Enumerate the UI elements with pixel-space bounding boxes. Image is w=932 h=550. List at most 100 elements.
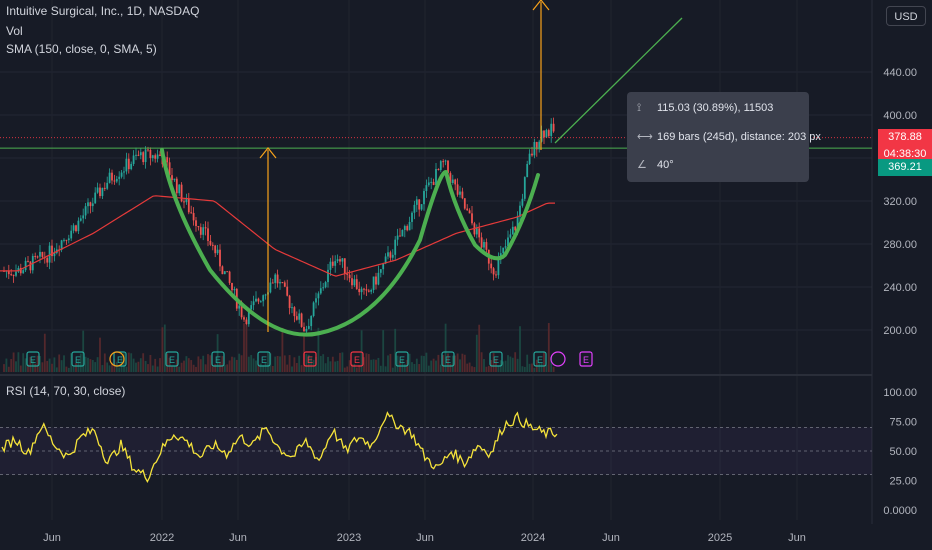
volume-bar (427, 365, 430, 372)
volume-bar (149, 354, 152, 372)
volume-bar (171, 365, 173, 372)
volume-bar (415, 358, 418, 372)
countdown-badge: 04:38:30 (878, 146, 932, 163)
candle-body (233, 288, 236, 291)
candle-body (118, 176, 121, 179)
candle-body (418, 199, 421, 210)
volume-bar (365, 353, 368, 372)
candle-body (168, 162, 171, 176)
candle-body (36, 256, 39, 258)
sma-legend[interactable]: SMA (150, close, 0, SMA, 5) (6, 42, 157, 56)
volume-bar (430, 360, 433, 372)
candle-body (283, 282, 286, 287)
volume-bar (226, 364, 229, 372)
candle-body (108, 172, 111, 183)
candle-body (329, 261, 332, 270)
volume-bar (183, 360, 185, 372)
candle-body (281, 282, 284, 284)
earnings-marker-letter: E (169, 355, 175, 365)
earnings-marker (71, 351, 85, 367)
candle-body (257, 298, 260, 302)
candle-body (425, 185, 428, 192)
candle-body (245, 319, 248, 325)
candle-body (115, 178, 118, 182)
volume-bar (387, 355, 389, 372)
candle-body (27, 260, 29, 262)
volume-bar (82, 330, 85, 372)
dividend-marker (109, 351, 125, 367)
candle-body (312, 302, 315, 317)
candle-body (7, 270, 10, 275)
cup-and-handle-pattern (160, 148, 540, 337)
volume-bar (197, 356, 200, 372)
candle-body (367, 290, 370, 292)
volume-bar (550, 356, 553, 372)
rsi-axis-tick: 25.00 (889, 476, 917, 488)
candle-body (84, 206, 87, 216)
horizontal-range-icon: ⟷ (637, 131, 653, 143)
candle-body (415, 199, 418, 205)
volume-bar (411, 362, 413, 372)
volume-bar (363, 357, 365, 372)
last-price-badge: 378.88 (878, 129, 932, 146)
candle-body (187, 198, 190, 213)
volume-bar (43, 333, 46, 372)
volume-bar (207, 354, 209, 372)
candle-body (96, 187, 99, 193)
volume-bar (504, 360, 507, 372)
volume-bar (379, 365, 382, 372)
candle-body (334, 261, 337, 266)
candle-body (67, 238, 70, 241)
volume-bar (46, 360, 49, 372)
candle-body (139, 152, 142, 156)
volume-bar (384, 366, 387, 372)
earnings-marker-letter: E (117, 355, 123, 365)
candle-body (459, 191, 461, 195)
volume-bar (139, 358, 142, 372)
volume-bar (473, 367, 476, 372)
volume-bar (142, 353, 145, 372)
volume-bar (377, 357, 380, 372)
volume-bar (127, 352, 130, 372)
volume-bar (5, 358, 8, 372)
time-axis-tick: Jun (788, 532, 806, 544)
volume-bar (327, 356, 329, 372)
volume-bar (468, 362, 471, 372)
volume-bar (336, 360, 339, 372)
candle-body (178, 184, 181, 194)
candle-body (444, 160, 447, 162)
volume-legend[interactable]: Vol (6, 24, 23, 38)
candle-body (72, 225, 75, 231)
candle-body (22, 270, 25, 274)
volume-bar (435, 360, 437, 372)
currency-button[interactable]: USD (886, 6, 926, 26)
volume-bar (507, 355, 509, 372)
candle-body (166, 157, 169, 163)
rsi-legend[interactable]: RSI (14, 70, 30, close) (6, 384, 126, 398)
candle-body (492, 268, 495, 275)
volume-bar (156, 366, 159, 372)
volume-bar (63, 355, 65, 372)
candle-body (276, 274, 279, 284)
volume-bar (305, 354, 308, 372)
volume-bar (519, 326, 521, 372)
volume-bar (339, 352, 341, 372)
volume-bar (87, 357, 89, 372)
measure-angle: 40° (657, 159, 674, 171)
candle-body (94, 192, 97, 204)
volume-bar (531, 363, 533, 372)
candle-body (485, 242, 488, 250)
volume-bar (449, 363, 452, 372)
volume-bar (257, 363, 260, 372)
volume-bar (353, 364, 356, 372)
volume-bar (231, 356, 233, 372)
candle-body (382, 263, 385, 270)
volume-bar (317, 327, 320, 372)
candle-body (363, 288, 365, 290)
volume-bar (461, 353, 464, 372)
volume-bar (391, 367, 394, 372)
candle-body (360, 288, 363, 293)
symbol-title[interactable]: Intuitive Surgical, Inc., 1D, NASDAQ (6, 4, 200, 18)
candle-body (377, 272, 380, 285)
